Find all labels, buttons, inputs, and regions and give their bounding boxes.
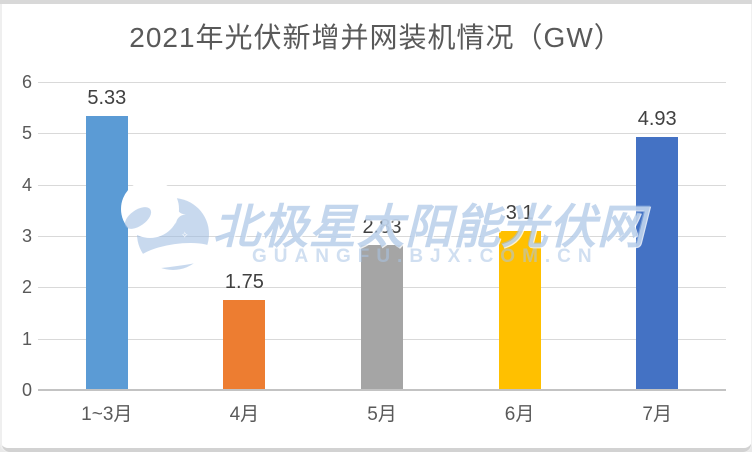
bar-value-label: 2.83 — [362, 215, 402, 238]
bar-7月 — [636, 136, 679, 389]
bar-value-label: 1.75 — [224, 271, 264, 294]
x-axis-category-label: 7月 — [642, 404, 672, 425]
bar-value-label: 5.33 — [87, 87, 127, 110]
bar-6月 — [498, 230, 541, 389]
y-axis-tick-label: 6 — [21, 72, 32, 92]
y-axis-tick-label: 5 — [21, 123, 32, 144]
y-axis-tick-label: 0 — [21, 380, 32, 400]
gridline — [38, 82, 726, 83]
y-axis-tick-label: 2 — [21, 277, 32, 298]
x-axis-category-label: 4月 — [229, 404, 260, 425]
y-axis-tick-label: 1 — [21, 328, 32, 349]
bar-value-label: 3.1 — [505, 201, 534, 224]
gridline — [38, 236, 726, 237]
bar-5月 — [361, 244, 403, 389]
y-axis-tick-label: 3 — [21, 226, 32, 246]
y-axis-tick-label: 4 — [21, 174, 32, 195]
chart-title: 2021年光伏新增并网装机情况（GW） — [129, 22, 623, 53]
bar-1~3月 — [85, 116, 128, 389]
x-axis-line — [38, 389, 726, 391]
x-axis-category-label: 5月 — [367, 404, 397, 425]
bar-value-label: 4.93 — [637, 107, 677, 130]
x-axis-category-label: 1~3月 — [81, 404, 133, 425]
gridline — [38, 133, 726, 135]
bar-4月 — [223, 300, 266, 389]
gridline — [38, 184, 726, 186]
x-axis-category-label: 6月 — [504, 404, 535, 425]
